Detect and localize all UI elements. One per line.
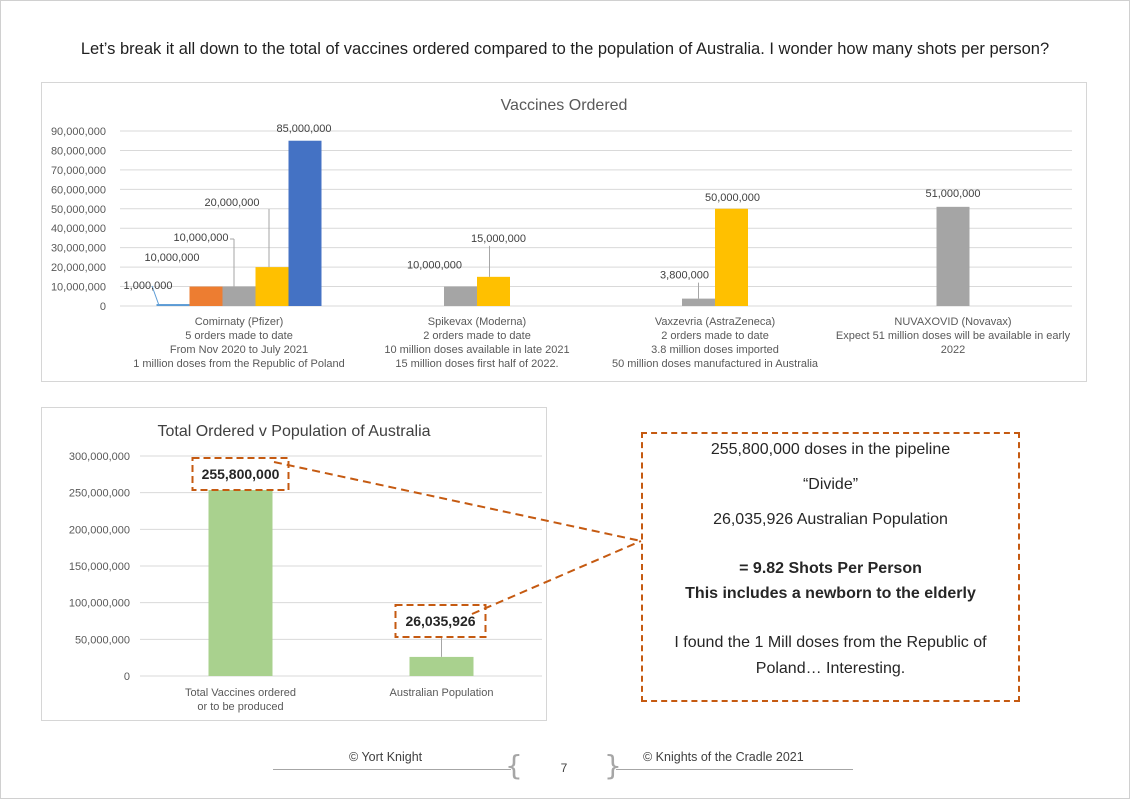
y-tick-label: 80,000,000: [51, 145, 106, 157]
footer-brace-right: }: [604, 749, 622, 782]
callout-result-line: = 9.82 Shots Per Person: [739, 560, 922, 577]
category-label: 15 million doses first half of 2022.: [395, 358, 558, 370]
bar: [222, 286, 256, 306]
category-label: Vaxzevria (AstraZeneca): [655, 316, 775, 328]
category-label: 2 orders made to date: [661, 330, 769, 342]
category-label: 2 orders made to date: [423, 330, 531, 342]
bar: [189, 286, 223, 306]
category-label: 2022: [941, 344, 965, 356]
chart-title: Vaccines Ordered: [501, 97, 628, 114]
category-label: 3.8 million doses imported: [651, 344, 779, 356]
y-tick-label: 90,000,000: [51, 126, 106, 138]
category-label: Comirnaty (Pfizer): [195, 316, 284, 328]
category-label: or to be produced: [197, 701, 283, 713]
y-tick-label: 60,000,000: [51, 184, 106, 196]
bar-data-label: 1,000,000: [124, 280, 173, 292]
bar: [936, 206, 970, 306]
bar-data-label: 15,000,000: [471, 233, 526, 245]
bar: [444, 286, 477, 306]
y-tick-label: 250,000,000: [69, 488, 130, 500]
shots-per-person-callout: 255,800,000 doses in the pipeline “Divid…: [641, 432, 1020, 702]
page-heading: Let’s break it all down to the total of …: [80, 40, 1050, 58]
bar: [288, 140, 322, 306]
page-number: 7: [560, 761, 568, 775]
y-tick-label: 300,000,000: [69, 451, 130, 463]
callout-doses-line: 255,800,000 doses in the pipeline: [710, 441, 951, 458]
y-tick-label: 0: [124, 671, 130, 683]
bar-data-label: 10,000,000: [173, 232, 228, 244]
bar-data-label: 3,800,000: [660, 270, 709, 282]
bar-data-label: 85,000,000: [276, 123, 331, 135]
category-label: 10 million doses available in late 2021: [384, 344, 569, 356]
bar-data-label: 51,000,000: [925, 188, 980, 200]
y-tick-label: 40,000,000: [51, 223, 106, 235]
bar-data-label: 10,000,000: [144, 252, 199, 264]
footer-copyright: © Knights of the Cradle 2021: [643, 750, 804, 764]
y-tick-label: 50,000,000: [51, 204, 106, 216]
bar-data-label: 10,000,000: [407, 260, 462, 272]
total-vs-population-chart: Total Ordered v Population of Australia 0…: [41, 407, 547, 721]
y-tick-label: 50,000,000: [75, 634, 130, 646]
bar-data-label: 255,800,000: [202, 466, 280, 482]
vaccines-ordered-chart: Vaccines Ordered 0 10,000,000 20,000,000 30,…: [41, 82, 1087, 382]
y-tick-label: 70,000,000: [51, 165, 106, 177]
y-tick-label: 20,000,000: [51, 262, 106, 274]
footer-line-left: [273, 769, 511, 770]
footer-author: © Yort Knight: [349, 750, 423, 764]
bar: [156, 304, 190, 306]
bar: [255, 267, 289, 306]
category-label: Australian Population: [390, 687, 494, 699]
bar: [208, 488, 273, 676]
category-label: NUVAXOVID (Novavax): [894, 316, 1011, 328]
bar: [715, 208, 748, 306]
callout-includes-line: This includes a newborn to the elderly: [685, 585, 976, 602]
category-label: From Nov 2020 to July 2021: [170, 344, 308, 356]
category-label: Spikevax (Moderna): [428, 316, 526, 328]
category-label: 1 million doses from the Republic of Pol…: [133, 358, 345, 370]
callout-poland-line-2: Poland… Interesting.: [755, 660, 906, 677]
y-tick-label: 30,000,000: [51, 243, 106, 255]
data-label-box: [191, 457, 290, 491]
bar: [477, 276, 510, 306]
bar-data-label: 50,000,000: [705, 192, 760, 204]
bar: [409, 656, 474, 676]
y-tick-label: 150,000,000: [69, 561, 130, 573]
category-label: Expect 51 million doses will be availabl…: [836, 330, 1071, 342]
data-label-box: [394, 604, 487, 638]
category-label: Total Vaccines ordered: [185, 687, 296, 699]
y-tick-label: 200,000,000: [69, 524, 130, 536]
callout-divide-line: “Divide”: [802, 476, 859, 493]
y-tick-label: 10,000,000: [51, 282, 106, 294]
chart-title: Total Ordered v Population of Australia: [157, 423, 430, 440]
total-vs-population-svg: Total Ordered v Population of Australia 0…: [69, 423, 542, 713]
leader-line: [151, 285, 159, 305]
footer-line-right: [616, 769, 853, 770]
callout-poland-line-1: I found the 1 Mill doses from the Republ…: [674, 634, 987, 651]
bar: [682, 298, 715, 306]
vaccines-ordered-svg: Vaccines Ordered 0 10,000,000 20,000,000 30,…: [51, 97, 1072, 370]
y-tick-label: 0: [100, 301, 106, 313]
category-label: 50 million doses manufactured in Austral…: [612, 358, 819, 370]
callout-population-line: 26,035,926 Australian Population: [713, 511, 948, 528]
y-tick-label: 100,000,000: [69, 598, 130, 610]
bar-data-label: 20,000,000: [204, 197, 259, 209]
bar-data-label: 26,035,926: [405, 613, 475, 629]
category-label: 5 orders made to date: [185, 330, 293, 342]
footer-brace-left: {: [505, 749, 523, 782]
